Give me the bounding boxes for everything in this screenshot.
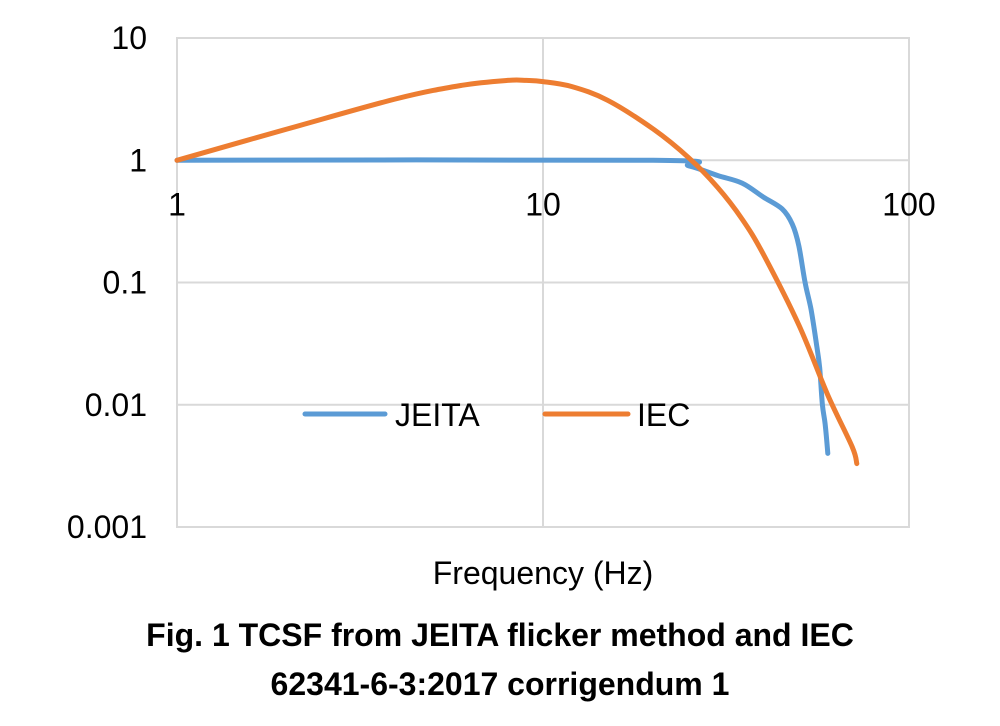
y-tick-label: 10 [111, 20, 147, 56]
legend-label-iec: IEC [637, 397, 690, 433]
legend: JEITA IEC [302, 397, 690, 433]
tick-labels: 1 10 100 10 1 0.1 0.01 0.001 [67, 20, 936, 545]
series-line-iec [174, 77, 860, 467]
x-tick-label: 10 [525, 186, 561, 222]
legend-label-jeita: JEITA [395, 397, 480, 433]
y-tick-label: 1 [129, 142, 147, 178]
y-tick-label: 0.01 [85, 387, 147, 423]
grid-lines [176, 37, 910, 528]
figure-caption-line-1: Fig. 1 TCSF from JEITA flicker method an… [146, 617, 854, 653]
x-tick-label: 1 [168, 186, 186, 222]
tcsf-chart: 1 10 100 10 1 0.1 0.01 0.001 JEITA IEC Frequency… [67, 20, 936, 591]
data-series [174, 77, 860, 467]
figure-caption-line-2: 62341-6-3:2017 corrigendum 1 [270, 666, 730, 702]
x-axis-label: Frequency (Hz) [433, 555, 654, 591]
plot-frame [176, 37, 910, 528]
y-tick-label: 0.1 [103, 265, 147, 301]
y-tick-label: 0.001 [67, 509, 147, 545]
x-tick-label: 100 [882, 186, 935, 222]
